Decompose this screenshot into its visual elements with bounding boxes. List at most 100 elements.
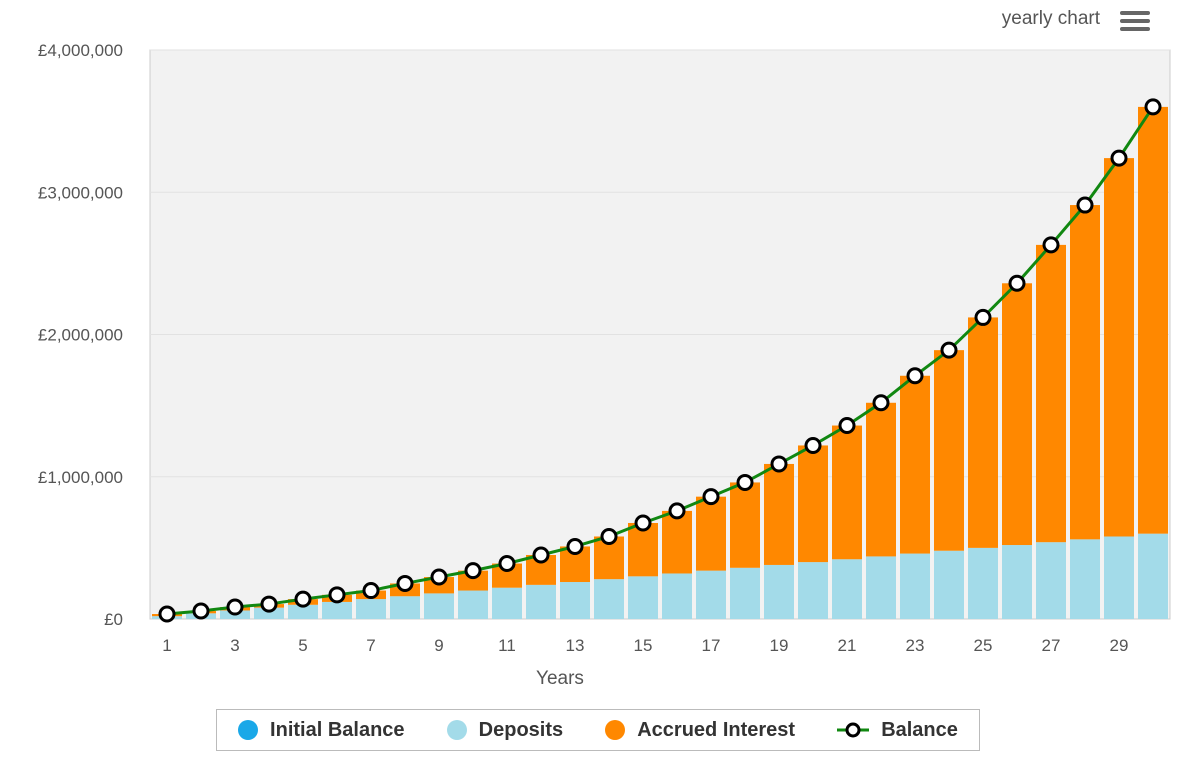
balance-point xyxy=(294,590,312,608)
chart-type-label: yearly chart xyxy=(1001,8,1100,29)
bar-accrued-interest xyxy=(866,402,896,557)
balance-point xyxy=(260,595,278,613)
bar-deposits xyxy=(560,582,590,619)
bar-deposits xyxy=(254,607,284,619)
bar-deposits xyxy=(934,550,964,619)
deposits-marker xyxy=(446,720,467,740)
balance-point xyxy=(396,574,414,592)
bar-deposits xyxy=(798,562,828,619)
balance-point xyxy=(838,417,856,435)
x-tick-label: 13 xyxy=(566,636,585,655)
balance-point xyxy=(532,546,550,564)
y-tick-label: £1,000,000 xyxy=(38,468,123,487)
x-tick-label: 21 xyxy=(838,636,857,655)
balance-point xyxy=(430,568,448,586)
interest-marker xyxy=(605,720,626,740)
bar-accrued-interest xyxy=(458,570,488,591)
bar-accrued-interest xyxy=(1036,244,1066,543)
bar-accrued-interest xyxy=(934,350,964,551)
bar-deposits xyxy=(390,596,420,619)
balance-point xyxy=(1008,274,1026,292)
balance-point xyxy=(804,436,822,454)
x-tick-label: 9 xyxy=(434,636,443,655)
balance-point xyxy=(498,555,516,573)
bar-deposits xyxy=(832,559,862,619)
bar-deposits xyxy=(662,573,692,619)
y-tick-label: £4,000,000 xyxy=(38,41,123,60)
balance-point xyxy=(872,394,890,412)
x-axis-title: Years xyxy=(536,668,584,689)
balance-point xyxy=(600,527,618,545)
legend-balance[interactable]: Balance xyxy=(837,719,958,742)
balance-point xyxy=(974,308,992,326)
x-tick-label: 11 xyxy=(498,636,516,655)
bar-accrued-interest xyxy=(1070,205,1100,540)
bar-deposits xyxy=(492,587,522,619)
bar-deposits xyxy=(628,576,658,619)
balance-point xyxy=(634,514,652,532)
y-tick-label: £0 xyxy=(104,610,123,629)
bar-deposits xyxy=(1070,539,1100,619)
balance-point xyxy=(566,537,584,555)
balance-point xyxy=(906,367,924,385)
x-tick-label: 1 xyxy=(162,636,171,655)
bar-accrued-interest xyxy=(1104,158,1134,537)
legend-label: Deposits xyxy=(478,718,564,741)
balance-point xyxy=(940,341,958,359)
legend-deposits[interactable]: Deposits xyxy=(446,718,564,742)
balance-marker xyxy=(837,722,870,738)
balance-point xyxy=(1076,196,1094,214)
bar-deposits xyxy=(424,593,454,619)
x-tick-label: 15 xyxy=(634,636,653,655)
balance-point xyxy=(1144,98,1162,116)
initial-balance-marker xyxy=(238,720,259,740)
balance-point xyxy=(328,586,346,604)
bar-deposits xyxy=(458,590,488,619)
x-tick-label: 23 xyxy=(906,636,925,655)
x-tick-label: 29 xyxy=(1110,636,1129,655)
bar-accrued-interest xyxy=(696,496,726,571)
chart: £0 £1,000,000 £2,000,000 £3,000,000 £4,000,0… xyxy=(38,41,1171,689)
legend-accrued-interest[interactable]: Accrued Interest xyxy=(605,719,795,742)
legend: Initial Balance Deposits Accrued Interes… xyxy=(216,709,980,751)
bar-deposits xyxy=(696,570,726,619)
bar-accrued-interest xyxy=(798,445,828,563)
x-tick-label: 7 xyxy=(366,636,375,655)
y-tick-label: £3,000,000 xyxy=(38,183,123,202)
legend-label: Accrued Interest xyxy=(637,718,796,741)
balance-point xyxy=(770,455,788,473)
bar-deposits xyxy=(288,604,318,619)
balance-point xyxy=(736,473,754,491)
hamburger-icon[interactable] xyxy=(1120,8,1150,34)
y-tick-label: £2,000,000 xyxy=(38,326,123,345)
x-tick-label: 25 xyxy=(974,636,993,655)
bar-accrued-interest xyxy=(764,463,794,565)
bar-accrued-interest xyxy=(662,510,692,574)
bar-deposits xyxy=(526,584,556,619)
bar-accrued-interest xyxy=(832,425,862,560)
balance-point xyxy=(192,602,210,620)
bar-deposits xyxy=(1002,545,1032,619)
balance-point xyxy=(1110,149,1128,167)
bar-accrued-interest xyxy=(900,375,930,554)
bar-deposits xyxy=(764,564,794,619)
bar-accrued-interest xyxy=(628,522,658,577)
bar-deposits xyxy=(866,556,896,619)
bar-deposits xyxy=(1104,536,1134,619)
bar-deposits xyxy=(968,547,998,619)
balance-point xyxy=(702,488,720,506)
bar-deposits xyxy=(1138,533,1168,619)
balance-point xyxy=(464,562,482,580)
x-tick-label: 5 xyxy=(298,636,307,655)
legend-initial-balance[interactable]: Initial Balance xyxy=(238,719,405,742)
bar-deposits xyxy=(1036,542,1066,619)
bar-accrued-interest xyxy=(1138,106,1168,534)
bar-accrued-interest xyxy=(1002,283,1032,546)
x-tick-label: 3 xyxy=(230,636,239,655)
bar-deposits xyxy=(730,567,760,619)
balance-point xyxy=(362,582,380,600)
bar-deposits xyxy=(356,599,386,619)
x-tick-label: 19 xyxy=(770,636,789,655)
bar-deposits xyxy=(900,553,930,619)
